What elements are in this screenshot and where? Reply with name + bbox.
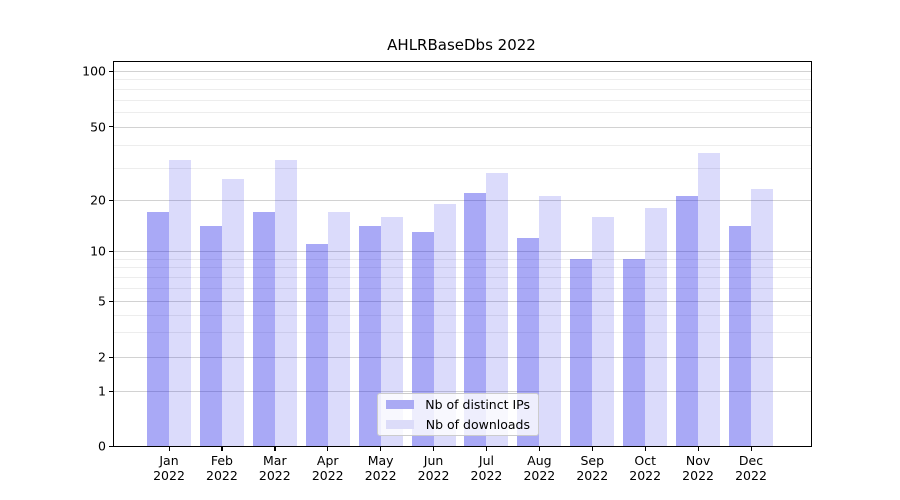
gridline-minor bbox=[114, 276, 811, 278]
x-tick-label: Sep 2022 bbox=[576, 453, 609, 483]
bar-distinct-ips-jul bbox=[464, 192, 487, 446]
bar-downloads-feb bbox=[221, 179, 244, 446]
gridline-minor bbox=[114, 287, 811, 289]
y-tick-mark bbox=[109, 250, 113, 252]
gridline-minor bbox=[114, 79, 811, 81]
y-tick-label: 2 bbox=[98, 349, 106, 365]
x-tick-label: Jan 2022 bbox=[153, 453, 185, 483]
x-tick-mark bbox=[327, 447, 329, 451]
chart-title: AHLRBaseDbs 2022 bbox=[387, 36, 536, 54]
y-tick-label: 50 bbox=[90, 119, 106, 135]
gridline-minor bbox=[114, 314, 811, 316]
legend-row-downloads: Nb of downloads bbox=[386, 416, 530, 433]
plot-area: 0 1 2 5 10 20 50 100 Jan 2022 Feb 2022 Mar 2022 Apr… bbox=[82, 61, 812, 483]
bar-distinct-ips-mar bbox=[252, 212, 275, 446]
gridline-major bbox=[114, 71, 811, 72]
gridline-minor bbox=[114, 144, 811, 146]
gridline-minor bbox=[114, 267, 811, 269]
bar-distinct-ips-feb bbox=[199, 226, 222, 446]
bar-downloads-may bbox=[380, 216, 403, 446]
y-tick-mark bbox=[109, 356, 113, 358]
bar-distinct-ips-nov bbox=[676, 196, 699, 446]
x-tick-label: Nov 2022 bbox=[682, 453, 714, 483]
bar-distinct-ips-dec bbox=[729, 226, 751, 446]
gridline-major bbox=[114, 251, 811, 252]
gridline-minor bbox=[114, 332, 811, 334]
y-tick-label: 20 bbox=[90, 192, 106, 208]
gridline-minor bbox=[114, 167, 811, 169]
x-tick-label: Feb 2022 bbox=[206, 453, 238, 483]
y-tick-mark bbox=[109, 390, 113, 392]
gridline-minor bbox=[114, 112, 811, 114]
x-tick-mark bbox=[380, 447, 382, 451]
bar-downloads-nov bbox=[698, 153, 721, 446]
y-tick-label: 100 bbox=[82, 63, 106, 79]
bar-downloads-aug bbox=[539, 196, 562, 446]
gridline-major bbox=[114, 301, 811, 302]
x-tick-mark bbox=[221, 447, 223, 451]
bar-downloads-dec bbox=[751, 189, 773, 446]
legend-row-distinct-ips: Nb of distinct IPs bbox=[386, 396, 530, 413]
legend-swatch-distinct-ips bbox=[386, 400, 414, 409]
gridline-major bbox=[114, 126, 811, 128]
bar-downloads-sep bbox=[592, 216, 615, 446]
x-tick-label: Jul 2022 bbox=[470, 453, 503, 483]
bar-distinct-ips-sep bbox=[570, 258, 593, 446]
bar-distinct-ips-jun bbox=[411, 231, 434, 446]
gridline-minor bbox=[114, 88, 811, 90]
bar-downloads-jun bbox=[433, 204, 456, 446]
gridline-major bbox=[114, 200, 811, 202]
y-tick-mark bbox=[109, 300, 113, 302]
legend-swatch-downloads bbox=[386, 420, 414, 429]
x-tick-label: Oct 2022 bbox=[629, 453, 662, 483]
y-tick-mark bbox=[109, 445, 113, 447]
legend: Nb of distinct IPs Nb of downloads bbox=[377, 393, 539, 436]
legend-label-distinct-ips: Nb of distinct IPs bbox=[425, 397, 530, 412]
x-tick-mark bbox=[750, 447, 752, 451]
y-tick-label: 10 bbox=[90, 243, 106, 259]
bar-distinct-ips-apr bbox=[305, 244, 328, 446]
x-tick-label: Aug 2022 bbox=[523, 453, 556, 483]
gridline-major bbox=[114, 391, 811, 392]
gridline-minor bbox=[114, 99, 811, 101]
y-tick-label: 0 bbox=[98, 438, 106, 454]
x-tick-mark bbox=[538, 447, 541, 451]
x-tick-label: Jun 2022 bbox=[417, 453, 450, 483]
x-tick-mark bbox=[168, 447, 170, 451]
y-tick-mark bbox=[109, 126, 113, 128]
y-tick-label: 5 bbox=[98, 293, 106, 309]
gridline-major bbox=[114, 357, 811, 358]
x-tick-label: Dec 2022 bbox=[735, 453, 767, 483]
bar-downloads-apr bbox=[327, 212, 350, 446]
y-tick-mark bbox=[109, 199, 113, 201]
bar-downloads-oct bbox=[645, 208, 668, 446]
bar-distinct-ips-jan bbox=[147, 212, 169, 446]
bar-downloads-jan bbox=[169, 160, 191, 446]
legend-label-downloads: Nb of downloads bbox=[425, 417, 530, 432]
y-tick-label: 1 bbox=[98, 383, 106, 399]
x-tick-label: May 2022 bbox=[364, 453, 397, 483]
x-tick-mark bbox=[274, 447, 276, 451]
x-tick-mark bbox=[591, 447, 593, 451]
bar-downloads-mar bbox=[274, 160, 297, 446]
bar-downloads-jul bbox=[486, 173, 509, 446]
x-tick-label: Apr 2022 bbox=[311, 453, 344, 483]
x-tick-mark bbox=[433, 447, 435, 451]
bar-distinct-ips-may bbox=[358, 226, 381, 446]
x-tick-mark bbox=[485, 447, 488, 451]
x-tick-mark bbox=[644, 447, 646, 451]
x-tick-mark bbox=[697, 447, 699, 451]
bar-distinct-ips-oct bbox=[623, 258, 646, 446]
x-tick-label: Mar 2022 bbox=[258, 453, 291, 483]
y-tick-mark bbox=[109, 70, 113, 72]
gridline-minor bbox=[114, 258, 811, 260]
